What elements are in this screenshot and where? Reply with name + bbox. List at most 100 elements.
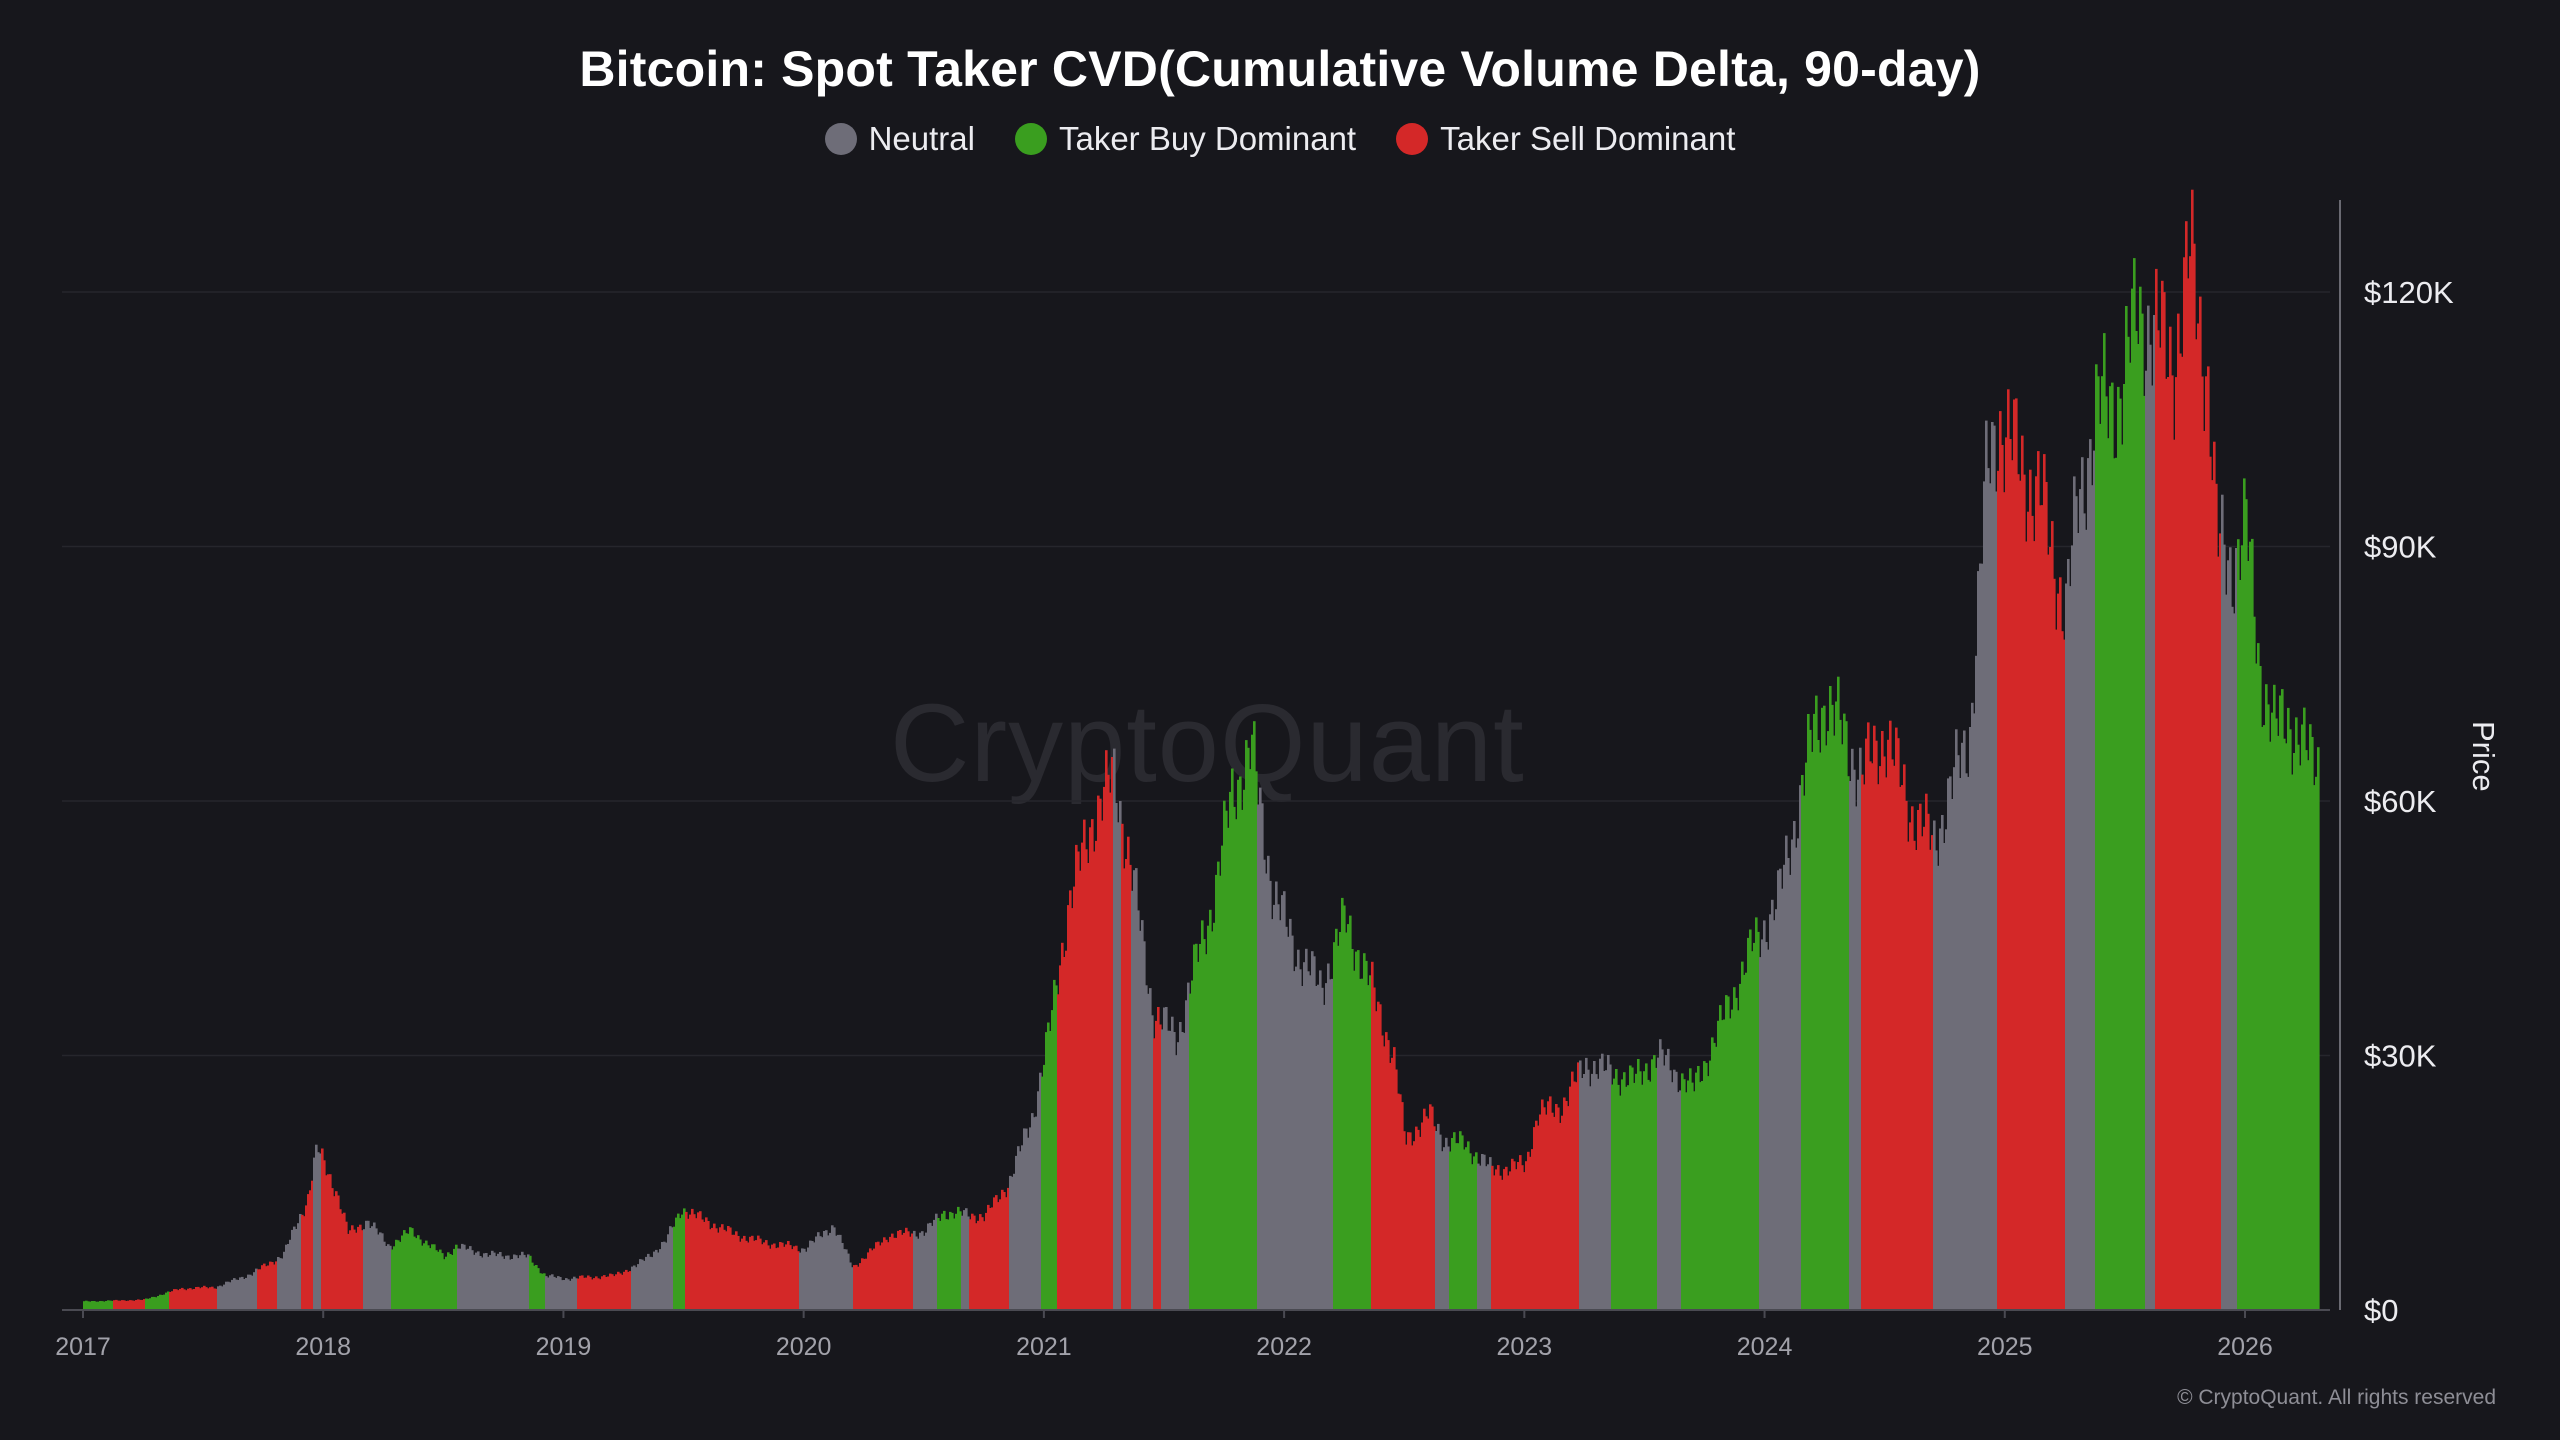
price-bar	[981, 1217, 984, 1310]
y-axis-title: Price	[2466, 721, 2501, 792]
price-bar	[275, 1261, 278, 1310]
price-bar	[1271, 919, 1274, 1310]
price-bar	[147, 1298, 150, 1310]
price-bar	[1419, 1136, 1422, 1310]
price-bar	[733, 1234, 736, 1310]
price-bar	[609, 1273, 612, 1310]
price-bar	[575, 1278, 578, 1310]
price-bar	[185, 1290, 188, 1310]
price-bar	[2159, 347, 2162, 1311]
x-tick-label-1: 2018	[295, 1333, 351, 1361]
price-bar	[1291, 935, 1294, 1310]
price-bar	[2023, 474, 2026, 1311]
price-bar	[1605, 1070, 1608, 1310]
price-bar	[1229, 791, 1232, 1310]
price-bar	[1455, 1143, 1458, 1310]
price-bar	[2073, 476, 2076, 1310]
price-bar	[1709, 1060, 1712, 1310]
price-bar	[2203, 431, 2206, 1310]
price-bar	[965, 1208, 968, 1310]
price-bar	[1599, 1058, 1602, 1310]
price-bar	[821, 1237, 824, 1310]
price-bar	[505, 1255, 508, 1310]
price-bar	[1169, 1030, 1172, 1310]
price-bar	[1979, 563, 1982, 1310]
price-bar	[1251, 734, 1254, 1310]
price-bar	[1145, 985, 1148, 1310]
price-bar	[461, 1243, 464, 1310]
price-bar	[1697, 1066, 1700, 1310]
price-bar	[1823, 705, 1826, 1310]
price-bar	[1739, 983, 1742, 1310]
price-bar	[383, 1241, 386, 1310]
price-bar	[1803, 795, 1806, 1310]
price-bar	[391, 1249, 394, 1310]
price-bar	[1365, 960, 1368, 1310]
price-bar	[459, 1248, 462, 1310]
price-bar	[1357, 950, 1360, 1310]
price-bar	[171, 1291, 174, 1310]
price-bar	[1983, 481, 1986, 1310]
price-bar	[1735, 997, 1738, 1310]
price-bar	[1659, 1039, 1662, 1310]
price-bar	[1507, 1175, 1510, 1310]
price-bar	[193, 1289, 196, 1310]
price-bar	[1713, 1042, 1716, 1310]
price-bar	[299, 1214, 302, 1310]
price-bar	[827, 1235, 830, 1310]
price-bar	[1033, 1117, 1036, 1310]
price-bar	[1923, 826, 1926, 1310]
price-bar	[1927, 813, 1930, 1310]
price-bar	[941, 1213, 944, 1310]
price-bar	[331, 1188, 334, 1310]
price-bar	[875, 1242, 878, 1310]
price-bar	[2123, 384, 2126, 1310]
legend-item-neutral[interactable]: Neutral	[824, 120, 975, 158]
price-bar	[1793, 821, 1796, 1310]
legend-item-buy[interactable]: Taker Buy Dominant	[1014, 120, 1356, 158]
price-bar	[2255, 663, 2258, 1310]
price-bar	[975, 1223, 978, 1310]
price-bar	[1413, 1141, 1416, 1310]
price-bar	[605, 1277, 608, 1310]
price-bar	[1619, 1095, 1622, 1310]
price-bar	[655, 1249, 658, 1310]
price-bar	[643, 1260, 646, 1310]
price-bar	[1581, 1078, 1584, 1310]
price-bar	[1471, 1164, 1474, 1310]
price-bar	[1437, 1123, 1440, 1310]
price-bar	[395, 1239, 398, 1310]
price-bar	[1093, 851, 1096, 1310]
price-bar	[2201, 376, 2204, 1310]
price-bar	[2247, 561, 2250, 1310]
price-bar	[1321, 987, 1324, 1310]
price-bar	[1953, 767, 1956, 1310]
price-bar	[2273, 684, 2276, 1310]
price-bar	[1257, 804, 1260, 1310]
price-bar	[137, 1299, 140, 1310]
price-bar	[1941, 815, 1944, 1310]
price-bar	[2187, 278, 2190, 1310]
price-bar	[1355, 951, 1358, 1310]
price-bar	[1535, 1120, 1538, 1310]
price-bar	[2061, 631, 2064, 1310]
price-bar	[2079, 489, 2082, 1311]
price-bar	[2285, 743, 2288, 1310]
price-bar	[1597, 1078, 1600, 1310]
price-bar	[741, 1238, 744, 1310]
price-bar	[749, 1236, 752, 1310]
price-bar	[779, 1242, 782, 1310]
price-bar	[967, 1216, 970, 1310]
price-bar	[1585, 1057, 1588, 1310]
price-bar	[1319, 970, 1322, 1310]
price-bar	[1483, 1154, 1486, 1310]
price-bar	[1171, 1016, 1174, 1310]
y-tick-label-1: $30K	[2364, 1039, 2437, 1074]
x-tick-label-4: 2021	[1016, 1333, 1072, 1361]
price-bar	[931, 1225, 934, 1310]
price-bar	[2009, 439, 2012, 1310]
price-bar	[2143, 395, 2146, 1310]
price-bar	[1453, 1132, 1456, 1310]
price-bar	[1977, 571, 1980, 1310]
legend-item-sell[interactable]: Taker Sell Dominant	[1396, 120, 1735, 158]
